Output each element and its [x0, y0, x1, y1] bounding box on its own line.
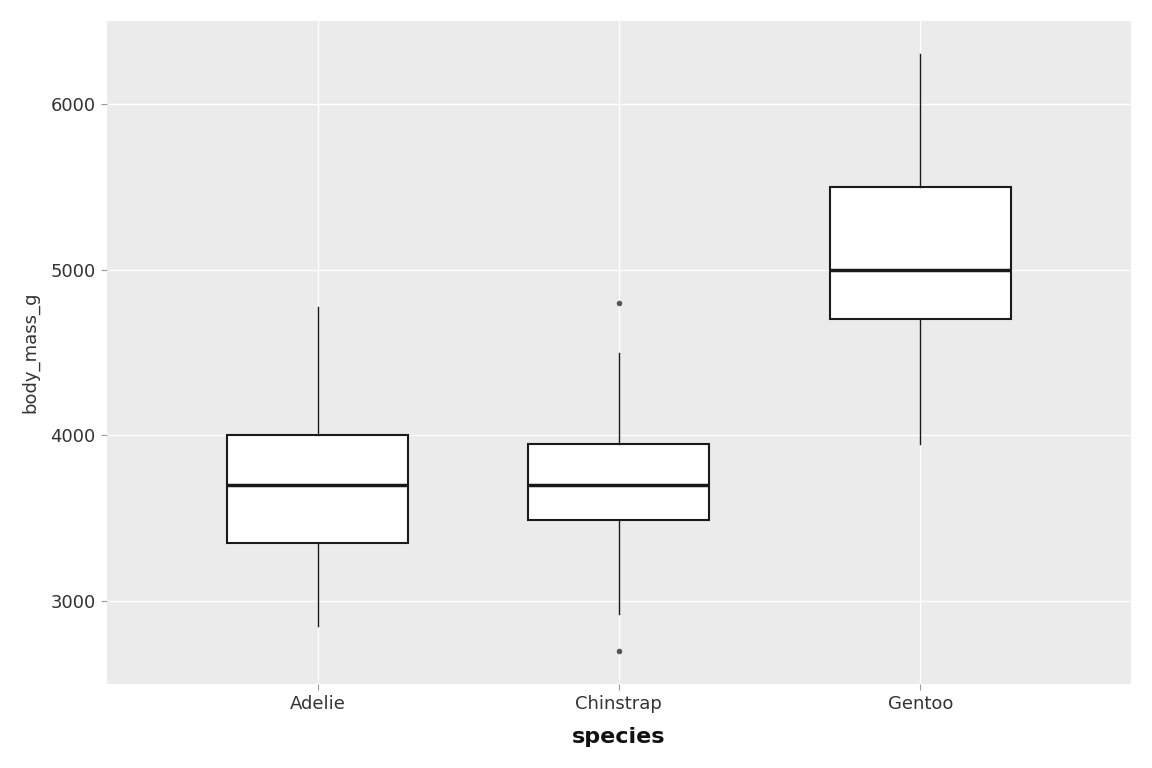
Bar [829, 187, 1010, 319]
Bar [227, 435, 408, 543]
X-axis label: species: species [573, 727, 666, 747]
Y-axis label: body_mass_g: body_mass_g [21, 292, 39, 413]
Bar [529, 444, 710, 521]
